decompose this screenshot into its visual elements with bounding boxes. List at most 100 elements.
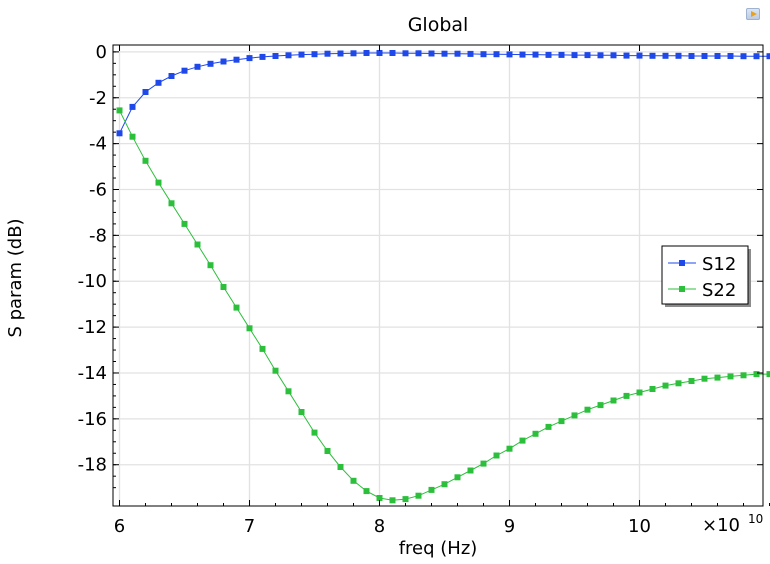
data-point-s12 <box>636 52 643 59</box>
data-point-s22 <box>688 378 695 384</box>
data-point-s12 <box>337 50 344 57</box>
x-tick-label: 6 <box>114 516 125 537</box>
data-point-s22 <box>285 388 292 395</box>
series-layer <box>116 50 770 504</box>
plot-area <box>112 44 764 507</box>
data-point-s22 <box>272 367 279 374</box>
data-point-s22 <box>389 497 396 504</box>
data-point-s12 <box>350 50 357 57</box>
data-point-s22 <box>259 345 266 352</box>
data-point-s12 <box>363 50 370 56</box>
data-point-s22 <box>714 374 721 381</box>
y-tick-label: -6 <box>89 179 107 200</box>
x-tick-label: 7 <box>244 516 255 537</box>
data-point-s22 <box>129 133 136 140</box>
data-point-s12 <box>233 56 240 63</box>
data-point-s22 <box>298 409 305 415</box>
data-point-s22 <box>194 241 201 248</box>
data-point-s22 <box>753 371 760 378</box>
data-point-s12 <box>675 52 682 59</box>
y-tick-label: -2 <box>89 88 107 109</box>
data-point-s22 <box>610 397 617 404</box>
data-point-s22 <box>766 371 770 378</box>
data-point-s22 <box>740 372 747 379</box>
data-point-s22 <box>727 373 734 380</box>
data-point-s12 <box>142 89 149 95</box>
x-tick-label: 9 <box>504 516 515 537</box>
data-point-s12 <box>272 53 279 59</box>
data-point-s12 <box>649 52 656 59</box>
data-point-s22 <box>116 107 123 114</box>
y-tick-label: -4 <box>89 134 107 155</box>
data-point-s12 <box>740 53 747 60</box>
data-point-s22 <box>701 375 708 382</box>
data-point-s22 <box>532 430 539 437</box>
data-point-s22 <box>181 220 188 227</box>
x-exponent-power: 10 <box>748 512 763 526</box>
data-point-s22 <box>662 382 669 389</box>
data-point-s22 <box>636 389 643 396</box>
series-s12 <box>116 50 770 137</box>
data-point-s12 <box>506 51 513 58</box>
data-point-s12 <box>246 55 253 62</box>
data-point-s12 <box>467 50 474 57</box>
data-point-s12 <box>584 52 591 59</box>
x-axis-exponent: ×10 10 <box>702 512 763 536</box>
data-point-s22 <box>220 284 227 290</box>
data-point-s12 <box>532 51 539 58</box>
series-line-s12 <box>119 52 770 134</box>
data-point-s22 <box>168 200 175 207</box>
data-point-s12 <box>129 103 136 110</box>
data-point-s12 <box>493 51 500 58</box>
data-point-s22 <box>519 437 526 444</box>
data-point-s22 <box>545 423 552 430</box>
data-point-s12 <box>168 73 175 79</box>
data-point-s12 <box>571 52 578 59</box>
y-tick-label: -18 <box>78 455 107 476</box>
data-point-s12 <box>298 51 305 58</box>
data-point-s12 <box>311 51 318 58</box>
series-s22 <box>116 107 770 504</box>
data-point-s12 <box>194 63 201 70</box>
x-tick-label: 8 <box>374 516 385 537</box>
legend-marker-s22 <box>679 286 685 292</box>
data-point-s12 <box>610 52 617 59</box>
data-point-s12 <box>545 51 552 58</box>
y-tick-label: -14 <box>78 363 107 384</box>
data-point-s22 <box>142 157 149 164</box>
legend-marker-s12 <box>679 260 685 266</box>
data-point-s22 <box>467 467 474 474</box>
x-exponent-base: ×10 <box>702 515 740 536</box>
y-tick-label: -16 <box>78 409 107 430</box>
data-point-s12 <box>116 130 123 137</box>
data-point-s12 <box>480 51 487 58</box>
data-point-s22 <box>363 488 370 495</box>
data-point-s22 <box>428 486 435 493</box>
data-point-s22 <box>675 380 682 387</box>
data-point-s12 <box>207 60 214 67</box>
legend-box <box>661 245 749 305</box>
data-point-s12 <box>285 52 292 59</box>
data-point-s22 <box>337 464 344 470</box>
x-tick-label: 10 <box>628 516 651 537</box>
data-point-s22 <box>454 474 461 481</box>
data-point-s12 <box>454 50 461 57</box>
data-point-s22 <box>493 452 500 459</box>
x-axis-label: freq (Hz) <box>399 538 478 559</box>
data-point-s12 <box>181 67 188 74</box>
data-point-s12 <box>714 53 721 59</box>
data-point-s22 <box>402 496 409 503</box>
y-tick-label: 0 <box>96 42 107 63</box>
data-point-s12 <box>428 50 435 57</box>
data-point-s12 <box>389 50 396 56</box>
data-point-s22 <box>623 392 630 399</box>
plot-settings-icon[interactable] <box>746 8 760 20</box>
data-point-s22 <box>558 418 565 425</box>
y-tick-label: -8 <box>89 225 107 246</box>
legend-label-s22: S22 <box>702 280 736 301</box>
data-point-s12 <box>701 53 708 59</box>
data-point-s12 <box>155 79 162 86</box>
data-point-s22 <box>376 495 383 501</box>
